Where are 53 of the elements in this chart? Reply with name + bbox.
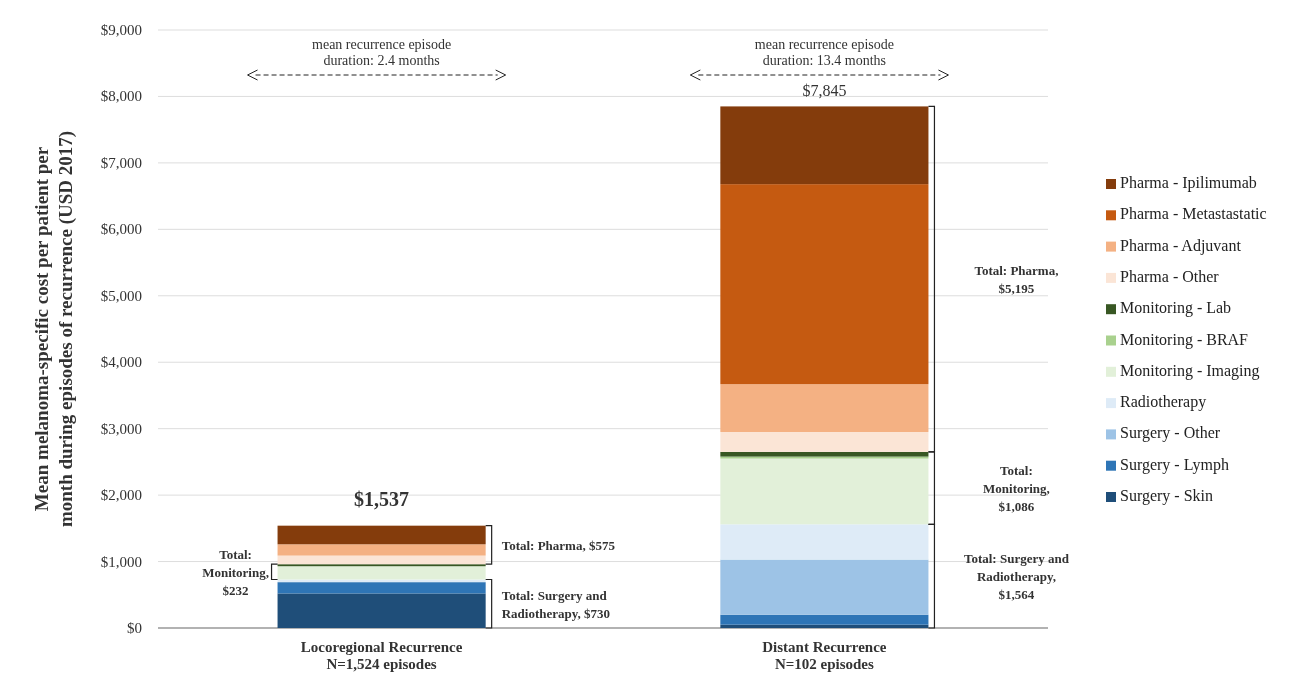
bar bbox=[277, 525, 486, 545]
legend-label: Surgery - Lymph bbox=[1120, 455, 1230, 474]
bar bbox=[720, 559, 929, 615]
annotation: Total: Monitoring, $1,086 bbox=[983, 463, 1050, 515]
bar bbox=[720, 458, 929, 525]
legend-label: Surgery - Skin bbox=[1120, 487, 1214, 505]
y-tick-label: $4,000 bbox=[100, 354, 142, 371]
y-tick-label: $0 bbox=[127, 620, 142, 636]
bar bbox=[720, 456, 929, 459]
bar bbox=[277, 593, 486, 628]
bar bbox=[720, 431, 929, 452]
y-tick-label: $7,000 bbox=[100, 154, 142, 171]
bar bbox=[720, 184, 929, 385]
y-tick-label: $5,000 bbox=[100, 287, 142, 304]
legend-label: Pharma - Ipilimumab bbox=[1120, 174, 1257, 192]
annotation: mean recurrence episode duration: 2.4 months bbox=[312, 37, 452, 68]
legend-label: Monitoring - Lab bbox=[1120, 299, 1232, 318]
annotation: Total: Pharma, $575 bbox=[501, 537, 616, 553]
annotation: mean recurrence episode duration: 13.4 months bbox=[754, 37, 894, 68]
legend-label: Pharma - Metastastatic bbox=[1120, 205, 1267, 223]
bar bbox=[277, 566, 486, 580]
y-tick-label: $9,000 bbox=[100, 22, 142, 38]
x-tick-label: Locoregional Recurrence N=1,524 episodes bbox=[300, 639, 463, 672]
bar bbox=[720, 384, 929, 432]
bar bbox=[277, 579, 486, 583]
bar bbox=[720, 624, 929, 628]
total-label: $1,537 bbox=[354, 487, 410, 510]
bar bbox=[720, 614, 929, 625]
legend-label: Monitoring - BRAF bbox=[1120, 330, 1249, 349]
bar bbox=[277, 544, 486, 556]
legend-label: Monitoring - Imaging bbox=[1120, 361, 1260, 380]
annotation: Total: Monitoring, $232 bbox=[202, 546, 269, 598]
annotation: Total: Surgery and Radiotherapy, $1,564 bbox=[963, 551, 1070, 603]
y-tick-label: $1,000 bbox=[100, 553, 142, 570]
annotation: Total: Pharma, $5,195 bbox=[974, 263, 1059, 297]
bar bbox=[720, 451, 929, 457]
legend-label: Pharma - Adjuvant bbox=[1120, 236, 1242, 255]
legend-label: Radiotherapy bbox=[1120, 393, 1207, 412]
bar bbox=[720, 524, 929, 560]
bar bbox=[720, 106, 929, 185]
y-tick-label: $6,000 bbox=[100, 221, 142, 238]
y-tick-label: $8,000 bbox=[100, 88, 142, 105]
y-tick-label: $2,000 bbox=[100, 487, 142, 504]
bar bbox=[277, 582, 486, 594]
annotation: Total: Surgery and Radiotherapy, $730 bbox=[501, 587, 611, 621]
x-tick-label: Distant Recurrence N=102 episodes bbox=[762, 639, 887, 672]
y-axis-title: Mean melanoma-specific cost per patient per month during episodes of recurrence (USD 2017) bbox=[31, 130, 77, 528]
bar bbox=[277, 555, 486, 565]
total-label: $7,845 bbox=[802, 82, 847, 100]
legend-label: Pharma - Other bbox=[1120, 267, 1220, 285]
bar bbox=[277, 564, 486, 567]
legend-label: Surgery - Other bbox=[1120, 424, 1221, 443]
y-tick-label: $3,000 bbox=[100, 420, 142, 437]
